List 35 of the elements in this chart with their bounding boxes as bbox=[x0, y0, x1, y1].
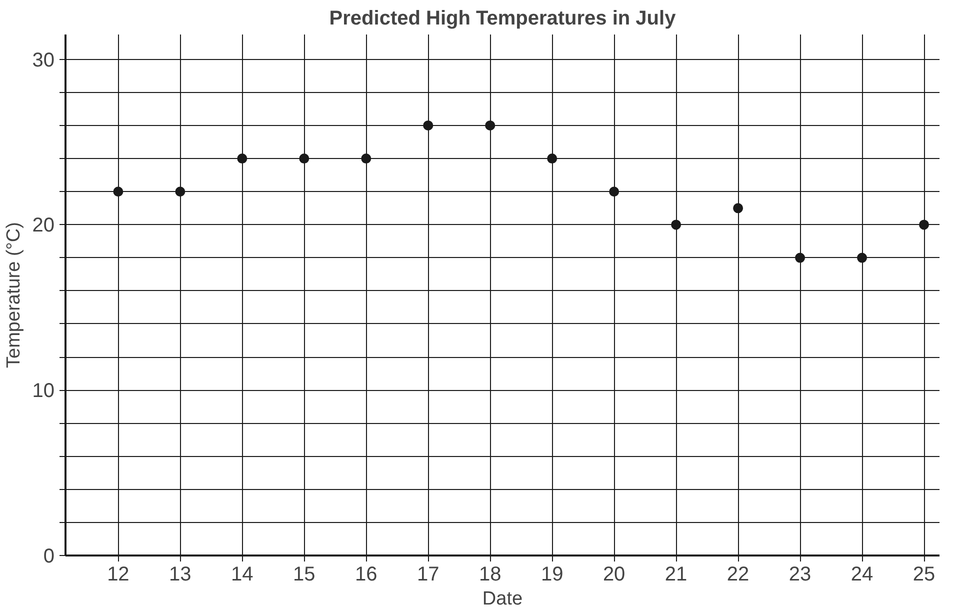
point bbox=[113, 186, 124, 197]
point bbox=[609, 186, 620, 197]
x-tick-label: 22 bbox=[726, 564, 750, 586]
x-tick-label: 13 bbox=[169, 564, 192, 586]
point bbox=[795, 252, 806, 263]
point bbox=[237, 154, 248, 164]
y-tick-label: 20 bbox=[32, 214, 55, 237]
x-tick-label: 23 bbox=[788, 564, 812, 586]
point bbox=[485, 120, 496, 130]
x-tick-label: 21 bbox=[664, 564, 688, 586]
point bbox=[423, 120, 434, 130]
x-tick-label: 14 bbox=[231, 564, 254, 586]
x-tick-label: 19 bbox=[540, 564, 564, 586]
x-tick-label: 20 bbox=[602, 564, 626, 586]
point bbox=[175, 186, 186, 197]
x-tick-label: 15 bbox=[293, 564, 316, 586]
point bbox=[299, 154, 310, 164]
x-tick-label: 17 bbox=[416, 564, 440, 586]
y-tick-label: 10 bbox=[32, 380, 55, 402]
chart-title: Predicted High Temperatures in July bbox=[329, 8, 677, 30]
y-axis-title: Temperature (°C) bbox=[3, 222, 24, 368]
point bbox=[361, 154, 372, 164]
y-tick-label: 30 bbox=[32, 49, 55, 72]
x-tick-label: 18 bbox=[478, 564, 502, 586]
x-tick-label: 12 bbox=[107, 564, 130, 586]
y-tick-label: 0 bbox=[43, 546, 54, 568]
point bbox=[547, 154, 558, 164]
x-tick-label: 24 bbox=[850, 564, 874, 586]
point bbox=[857, 252, 868, 263]
x-tick-label: 16 bbox=[355, 564, 378, 586]
x-tick-label: 25 bbox=[912, 564, 936, 586]
point bbox=[671, 220, 682, 230]
point bbox=[919, 220, 930, 230]
point bbox=[733, 203, 744, 214]
x-axis-title: Date bbox=[482, 588, 523, 610]
